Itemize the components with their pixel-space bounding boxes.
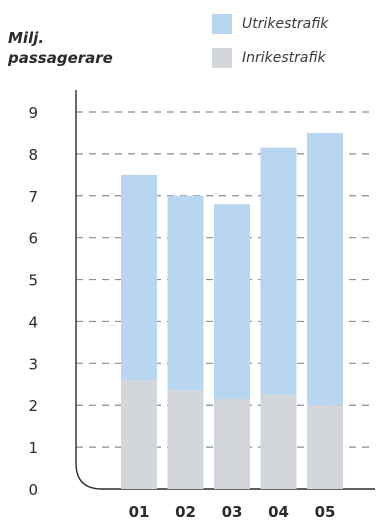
bar-inrikestrafik-03 <box>214 398 250 489</box>
bar-utrikestrafik-01 <box>121 174 157 381</box>
y-tick-label-3: 3 <box>28 355 38 373</box>
legend-label-utrikestrafik: Utrikestrafik <box>242 16 329 32</box>
y-tick-label-1: 1 <box>28 439 38 457</box>
legend-label-inrikestrafik: Inrikestrafik <box>242 50 326 66</box>
bar-utrikestrafik-05 <box>307 132 343 406</box>
legend-item-inrikestrafik: Inrikestrafik <box>212 46 326 70</box>
x-tick-label-05: 05 <box>315 503 336 520</box>
y-tick-label-9: 9 <box>28 104 38 122</box>
axes <box>75 90 375 490</box>
y-tick-label-0: 0 <box>28 481 38 499</box>
bars <box>121 132 343 489</box>
y-tick-label-6: 6 <box>28 230 38 248</box>
y-tick-label-5: 5 <box>28 272 38 290</box>
bar-inrikestrafik-02 <box>167 390 204 489</box>
bar-utrikestrafik-03 <box>214 204 250 399</box>
y-tick-label-8: 8 <box>28 146 38 164</box>
legend-swatch-inrikestrafik <box>212 48 232 68</box>
y-axis-label-line-1: Milj. <box>8 29 45 47</box>
x-tick-label-02: 02 <box>175 503 196 520</box>
y-tick-labels: 0 1 2 3 4 5 6 7 8 9 <box>28 104 38 499</box>
bar-utrikestrafik-02 <box>167 195 204 391</box>
axis-line <box>75 90 375 490</box>
x-tick-label-03: 03 <box>222 503 243 520</box>
legend-swatch-utrikestrafik <box>212 14 232 34</box>
y-axis-label-line-2: passagerare <box>8 49 113 67</box>
legend-item-utrikestrafik: Utrikestrafik <box>212 12 328 36</box>
x-tick-label-04: 04 <box>268 503 289 520</box>
bar-inrikestrafik-04 <box>260 394 297 489</box>
x-tick-labels: 01 02 03 04 05 <box>129 503 336 520</box>
bar-utrikestrafik-04 <box>260 147 297 395</box>
y-tick-label-7: 7 <box>28 188 38 206</box>
bar-inrikestrafik-05 <box>307 405 343 489</box>
y-tick-label-2: 2 <box>28 397 38 415</box>
bar-inrikestrafik-01 <box>121 380 157 489</box>
y-axis-label: Milj. passagerare <box>8 28 113 68</box>
x-tick-label-01: 01 <box>129 503 150 520</box>
y-tick-label-4: 4 <box>28 313 38 331</box>
